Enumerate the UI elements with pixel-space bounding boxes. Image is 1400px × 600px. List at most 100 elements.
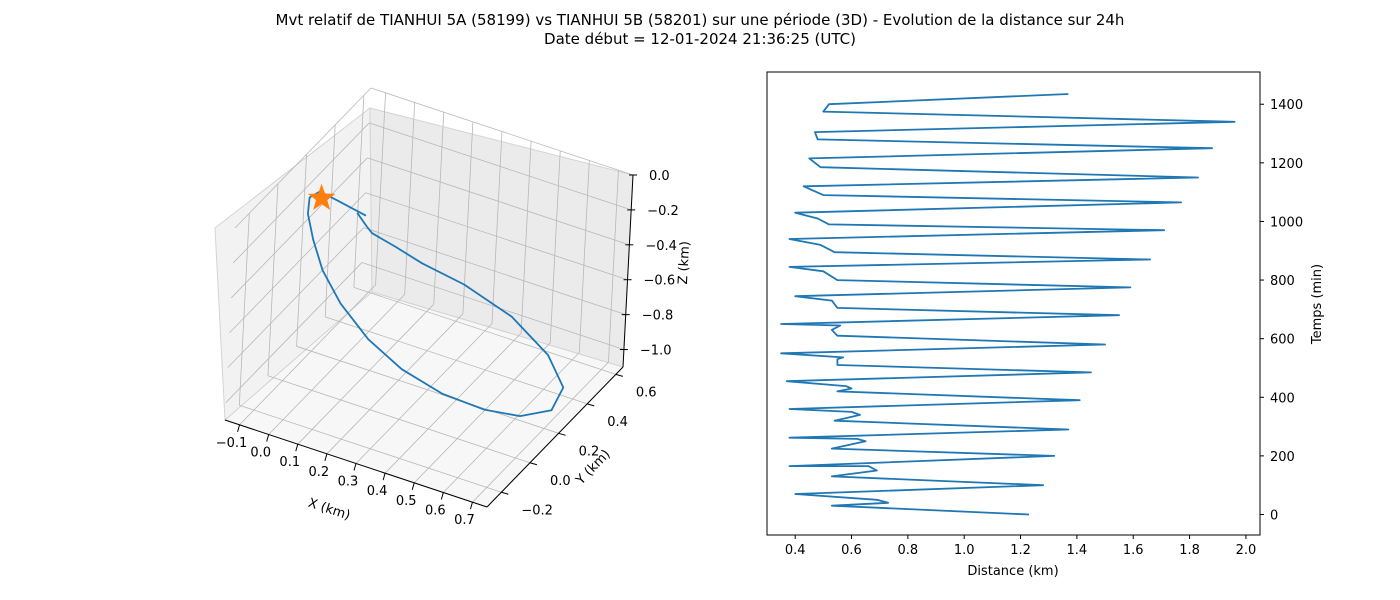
plot-distance-vs-time: 0.4 0.6 0.8 1.0 1.2 1.4 1.6 1.8 2.0 0 200 400 600 80… <box>766 71 1325 579</box>
grid-line-z-back <box>370 87 634 176</box>
grid-line-y-floor <box>353 286 616 375</box>
x-tick-label: −0.1 <box>216 436 248 451</box>
grid-line-y-left <box>296 154 307 347</box>
z-tick-label: −0.6 <box>644 274 676 289</box>
ticks-3d: −0.10.00.10.20.30.40.50.60.7−0.20.00.20.… <box>216 169 679 528</box>
x-tick-mark <box>411 482 415 490</box>
y-tick-mark <box>558 432 566 436</box>
grid-line-x-back <box>608 170 619 363</box>
z-tick-label: 0.0 <box>649 169 670 184</box>
grid-line-x-floor <box>297 303 435 445</box>
grid-line-x-back <box>578 160 590 353</box>
y-tick-label: 1000 <box>1270 215 1303 230</box>
figure-title: Mvt relatif de TIANHUI 5A (58199) vs TIA… <box>276 11 1125 29</box>
y-tick-label: 800 <box>1270 274 1295 289</box>
y-tick-mark <box>615 373 623 377</box>
grid-line-x-back <box>462 121 474 314</box>
x-tick-mark <box>382 473 386 481</box>
origin-star-marker <box>307 183 336 211</box>
grid-line-x-back <box>404 102 416 295</box>
grid-line-x-floor <box>384 332 522 474</box>
x-tick-mark <box>295 444 299 452</box>
x-tick-label: 2.0 <box>1236 543 1257 558</box>
x-tick-label: 0.2 <box>309 465 330 480</box>
z-axis-line <box>622 174 634 368</box>
grid-line-y-left <box>267 183 279 376</box>
grid-line-y-floor <box>296 345 559 434</box>
grid-line-z-left <box>227 227 365 368</box>
grid-line-x-back <box>520 141 532 334</box>
z-tick-label: −0.4 <box>645 239 677 254</box>
y-axis-line <box>486 366 624 508</box>
x-tick-label: 0.1 <box>279 455 300 470</box>
x-tick-label: 1.2 <box>1010 543 1031 558</box>
y-tick-label: 0.0 <box>550 474 571 489</box>
grid-line-x-floor <box>443 352 580 493</box>
x-tick-label: 0.7 <box>454 513 475 528</box>
y-tick-label: 400 <box>1270 391 1295 406</box>
z-axis-label: Z (km) <box>676 241 693 285</box>
x-tick-mark <box>324 453 328 461</box>
x-ticks: 0.4 0.6 0.8 1.0 1.2 1.4 1.6 1.8 2.0 <box>785 535 1256 558</box>
y-tick-label: 0.2 <box>579 444 600 459</box>
grid-line-y-left <box>238 213 250 406</box>
x-tick-label: 0.8 <box>898 543 919 558</box>
grid-line-x-back <box>375 92 386 285</box>
x-tick-label: 0.3 <box>338 475 359 490</box>
z-tick-label: −0.2 <box>647 204 679 219</box>
grid-line-x-back <box>433 112 445 305</box>
x-tick-label: 1.4 <box>1067 543 1088 558</box>
grid-line-z-left <box>225 262 363 403</box>
x-tick-mark <box>353 463 357 471</box>
x-tick-mark <box>266 434 270 442</box>
grid-line-z-left <box>234 87 372 229</box>
grid-line-x-floor <box>239 284 376 426</box>
x-tick-label: 1.6 <box>1123 543 1144 558</box>
grid-line-z-back <box>367 157 630 246</box>
x-tick-label: 0.6 <box>841 543 862 558</box>
grid-line-y-floor <box>325 316 588 405</box>
trajectory-line <box>307 190 565 417</box>
y-tick-mark <box>501 491 509 495</box>
grid-line-x-floor <box>355 323 493 464</box>
y-ticks: 0 200 400 600 800 1000 1200 1400 <box>1260 98 1303 523</box>
x-tick-label: 1.0 <box>954 543 975 558</box>
grid-line-x-floor <box>268 294 405 435</box>
x-axis-label-distance: Distance (km) <box>967 564 1058 579</box>
z-tick-label: −1.0 <box>640 344 672 359</box>
grid-line-x-floor <box>413 342 551 484</box>
x-tick-mark <box>440 492 444 500</box>
y-tick-label: −0.2 <box>521 503 553 518</box>
grid-line-x-floor <box>472 361 609 503</box>
z-tick-label: −0.8 <box>642 309 674 324</box>
x-tick-label: 1.8 <box>1179 543 1200 558</box>
x-tick-label: 0.5 <box>396 494 417 509</box>
grid-line-x-floor <box>326 313 464 455</box>
y-tick-label: 1200 <box>1270 157 1303 172</box>
grid-line-z-back <box>369 122 632 211</box>
grid-line-z-left <box>232 122 370 264</box>
x-tick-label: 0.4 <box>785 543 806 558</box>
grid-line-y-floor <box>239 404 502 493</box>
y-tick-label: 0.6 <box>636 385 657 400</box>
x-tick-mark <box>237 424 241 432</box>
grid-line-z-left <box>229 192 366 334</box>
grid-line-y-floor <box>267 375 531 464</box>
figure-subtitle: Date début = 12-01-2024 21:36:25 (UTC) <box>544 30 856 48</box>
y-tick-label: 0.4 <box>607 415 628 430</box>
grid-line-y-left <box>353 95 365 288</box>
y-tick-mark <box>587 403 595 407</box>
plot-3d-trajectory: −0.10.00.10.20.30.40.50.60.7−0.20.00.20.… <box>214 87 693 528</box>
grid-line-x-back <box>491 131 503 324</box>
grid-line-z-back <box>363 227 626 316</box>
x-tick-label: 0.0 <box>250 446 271 461</box>
y-tick-label: 600 <box>1270 333 1295 348</box>
grid-line-x-back <box>549 150 561 343</box>
y-tick-label: 1400 <box>1270 98 1303 113</box>
y-tick-label: 200 <box>1270 450 1295 465</box>
x-tick-label: 0.4 <box>367 484 388 499</box>
grid-line-z-left <box>231 157 368 299</box>
y-tick-label: 0 <box>1270 508 1278 523</box>
grid-3d <box>225 87 634 503</box>
